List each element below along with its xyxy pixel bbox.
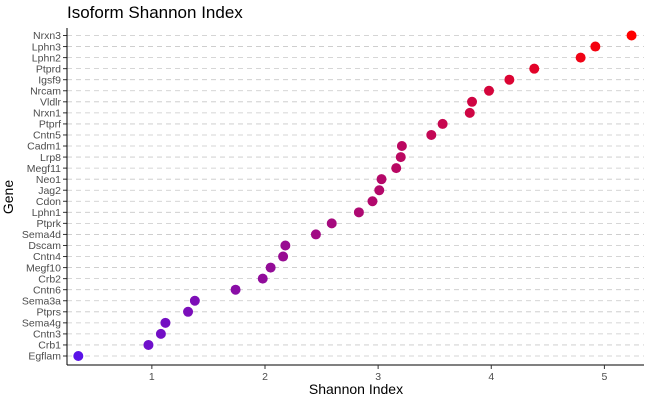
data-point-ptprd bbox=[529, 63, 540, 74]
y-tick-label: Ptprk bbox=[36, 218, 61, 230]
data-point-cdon bbox=[367, 196, 378, 207]
y-tick-label: Dscam bbox=[28, 240, 61, 252]
data-point-cntn5 bbox=[426, 129, 437, 140]
data-point-neo1 bbox=[376, 174, 387, 185]
data-point-egflam bbox=[73, 351, 84, 361]
data-point-megf11 bbox=[391, 163, 402, 174]
y-tick-label: Cntn3 bbox=[33, 329, 61, 341]
data-point-ptprf bbox=[437, 118, 448, 129]
y-tick-label: Jag2 bbox=[38, 185, 61, 197]
y-tick-label: Ptprf bbox=[39, 119, 61, 131]
data-point-jag2 bbox=[374, 185, 385, 196]
y-tick-label: Ptprs bbox=[36, 306, 61, 318]
data-point-lphn1 bbox=[353, 207, 364, 218]
y-tick-label: Igsf9 bbox=[38, 74, 61, 86]
data-points bbox=[73, 30, 637, 361]
x-tick-label: 2 bbox=[262, 371, 268, 383]
y-tick-label: Lrp8 bbox=[40, 152, 61, 164]
x-tick-label: 1 bbox=[149, 371, 155, 383]
y-tick-label: Vldlr bbox=[40, 97, 62, 109]
gridlines bbox=[67, 35, 644, 357]
x-tick-label: 4 bbox=[488, 371, 494, 383]
data-point-ptprk bbox=[326, 218, 337, 229]
data-point-lrp8 bbox=[395, 152, 406, 163]
data-point-sema3a bbox=[189, 295, 200, 306]
y-tick-label: Megf11 bbox=[27, 163, 61, 175]
y-tick-label: Cntn4 bbox=[33, 251, 61, 263]
y-tick-label: Sema4d bbox=[22, 229, 61, 241]
data-point-cntn3 bbox=[155, 328, 166, 339]
y-tick-label: Megf10 bbox=[26, 262, 61, 274]
data-point-sema4g bbox=[160, 317, 171, 328]
data-point-megf10 bbox=[265, 262, 276, 273]
data-point-cadm1 bbox=[396, 141, 407, 152]
x-axis-title: Shannon Index bbox=[309, 381, 403, 397]
x-tick-labels: 1 2 3 4 5 bbox=[149, 371, 608, 383]
y-tick-label: Crb2 bbox=[38, 273, 61, 285]
y-tick-label: Cadm1 bbox=[27, 141, 61, 153]
y-tick-label: Nrxn1 bbox=[33, 108, 61, 120]
data-point-lphn3 bbox=[590, 41, 601, 52]
y-tick-label: Ptprd bbox=[36, 63, 61, 75]
y-tick-label: Egflam bbox=[28, 351, 61, 363]
data-point-lphn2 bbox=[575, 52, 586, 63]
data-point-cntn4 bbox=[278, 251, 289, 262]
chart-title: Isoform Shannon Index bbox=[67, 3, 243, 22]
y-tick-label: Nrxn3 bbox=[33, 30, 61, 42]
y-tick-labels: EgflamCrb1Cntn3Sema4gPtprsSema3aCntn6Crb… bbox=[22, 30, 62, 363]
y-tick-label: Cntn5 bbox=[33, 130, 61, 142]
data-point-sema4d bbox=[310, 229, 321, 240]
y-tick-label: Nrcam bbox=[30, 85, 61, 97]
y-tick-label: Lphn3 bbox=[32, 41, 61, 53]
data-point-ptprs bbox=[183, 306, 194, 317]
x-tick-label: 5 bbox=[601, 371, 607, 383]
y-tick-label: Lphn1 bbox=[32, 207, 61, 219]
data-point-crb2 bbox=[257, 273, 268, 284]
data-point-nrxn3 bbox=[626, 30, 637, 41]
y-tick-label: Crb1 bbox=[38, 340, 61, 352]
data-point-cntn6 bbox=[230, 284, 241, 295]
data-point-nrcam bbox=[484, 85, 495, 96]
x-tick-label: 3 bbox=[375, 371, 381, 383]
y-tick-label: Cntn6 bbox=[33, 284, 61, 296]
y-tick-label: Sema4g bbox=[22, 318, 61, 330]
data-point-crb1 bbox=[143, 339, 154, 350]
y-tick-label: Sema3a bbox=[22, 295, 61, 307]
axes bbox=[63, 28, 644, 369]
data-point-vldlr bbox=[467, 96, 478, 107]
y-tick-label: Lphn2 bbox=[32, 52, 61, 64]
y-axis-title: Gene bbox=[0, 180, 16, 214]
y-tick-label: Cdon bbox=[36, 196, 61, 208]
data-point-igsf9 bbox=[504, 74, 515, 85]
data-point-dscam bbox=[280, 240, 291, 251]
data-point-nrxn1 bbox=[464, 107, 475, 118]
y-tick-label: Neo1 bbox=[36, 174, 61, 186]
